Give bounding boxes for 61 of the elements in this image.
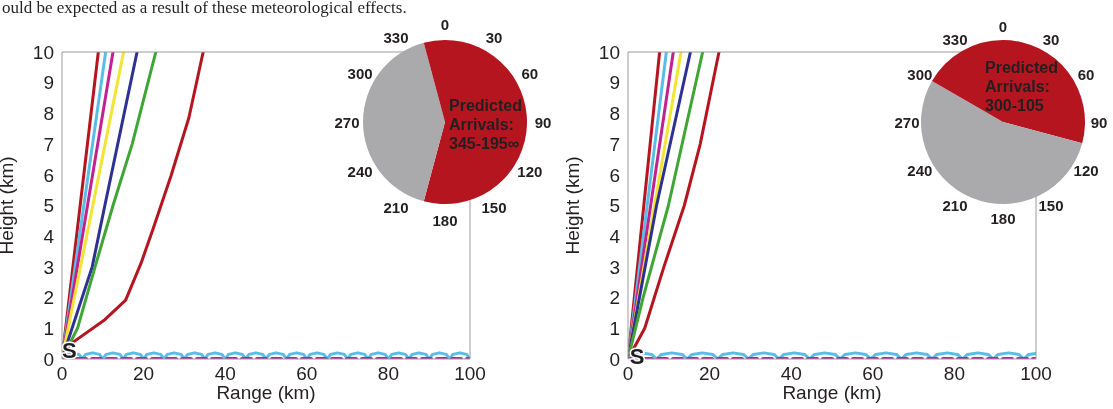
y-tick-label: 10 (598, 41, 620, 63)
annotation: 240 (907, 161, 933, 179)
x-tick-label: 100 (1020, 363, 1052, 385)
text: 0 (998, 17, 1008, 35)
text: 120 (1073, 161, 1099, 179)
annotation: 300 (907, 65, 933, 83)
x-tick-label: 60 (296, 363, 318, 385)
y-tick-label: 2 (43, 287, 54, 309)
annotation: 180 (432, 211, 458, 229)
y-tick-label: 3 (43, 256, 54, 278)
text: 120 (517, 162, 543, 180)
x-tick-label: 100 (454, 363, 486, 385)
y-tick-label: 5 (609, 195, 620, 217)
annotation: 270 (334, 113, 360, 131)
annotation: 300 (347, 64, 373, 82)
y-tick-label: 8 (609, 103, 620, 125)
y-tick-label: 1 (43, 318, 54, 340)
y-tick-label: 7 (609, 133, 620, 155)
y-tick-label: 0 (43, 348, 54, 370)
y-tick-label: 2 (609, 287, 620, 309)
annotation: 240 (347, 162, 373, 180)
y-tick-label: 4 (609, 225, 621, 247)
y-tick-label: 0 (609, 348, 620, 370)
y-tick-label: 6 (43, 164, 54, 186)
text: 90 (1090, 113, 1108, 131)
text: ould be expected as a result of these meteorological effects. (2, 0, 407, 18)
text: 330 (383, 28, 409, 46)
x-tick-label: 60 (862, 363, 884, 385)
x-tick-label: 40 (780, 363, 802, 385)
x-tick-label: 20 (133, 363, 155, 385)
text: 330 (942, 30, 968, 48)
y-tick-label: 4 (43, 225, 55, 247)
x-tick-label: 20 (699, 363, 721, 385)
x-tick-label: 40 (214, 363, 236, 385)
y-tick-label: 8 (43, 103, 54, 125)
y-tick-label: 6 (609, 164, 620, 186)
text: 150 (1038, 196, 1064, 214)
text: 30 (1042, 30, 1060, 48)
x-tick-label: 80 (943, 363, 965, 385)
annotation: 180 (990, 209, 1016, 227)
y-tick-label: 1 (609, 318, 620, 340)
y-tick-label: 3 (609, 256, 620, 278)
y-tick-label: 5 (43, 195, 54, 217)
annotation: Predicted Arrivals: 300-105 (985, 58, 1059, 115)
y-tick-label: 10 (32, 41, 54, 63)
text: 60 (521, 64, 539, 82)
text: 90 (534, 113, 552, 131)
annotation: Predicted Arrivals: 345-195∞ (449, 97, 522, 152)
y-tick-label: 9 (43, 72, 54, 94)
annotation: 210 (942, 196, 968, 214)
x-axis-title: Range (km) (782, 382, 882, 403)
y-tick-label: 9 (609, 72, 620, 94)
y-tick-label: 7 (43, 133, 54, 155)
annotation: 210 (383, 198, 409, 216)
text: 30 (485, 28, 503, 46)
text: 0 (440, 15, 450, 33)
x-tick-label: 80 (377, 363, 399, 385)
text: 150 (481, 198, 507, 216)
text: 60 (1077, 65, 1095, 83)
x-axis-title: Range (km) (216, 382, 316, 403)
annotation: 270 (894, 113, 920, 131)
